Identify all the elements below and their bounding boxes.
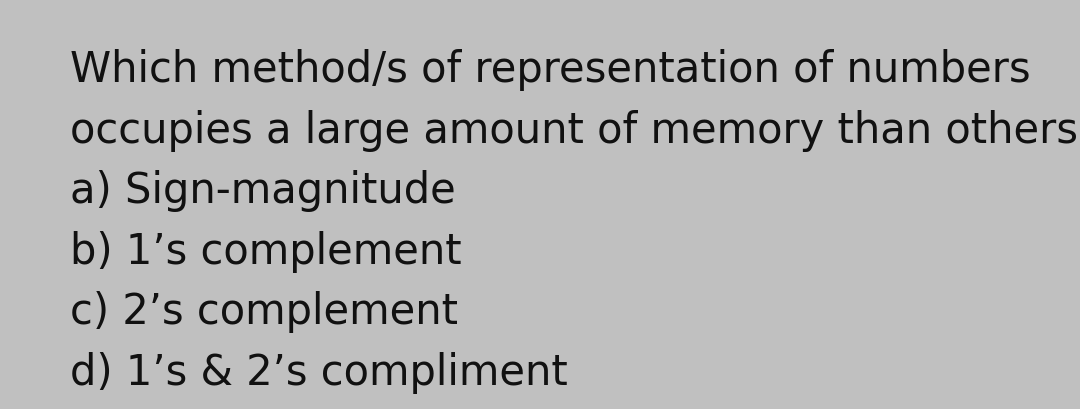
Text: d) 1’s & 2’s compliment: d) 1’s & 2’s compliment <box>70 352 568 394</box>
Text: b) 1’s complement: b) 1’s complement <box>70 231 462 273</box>
Text: Which method/s of representation of numbers: Which method/s of representation of numb… <box>70 49 1030 91</box>
Text: c) 2’s complement: c) 2’s complement <box>70 291 458 333</box>
Text: a) Sign-magnitude: a) Sign-magnitude <box>70 170 456 212</box>
Text: occupies a large amount of memory than others?: occupies a large amount of memory than o… <box>70 110 1080 152</box>
